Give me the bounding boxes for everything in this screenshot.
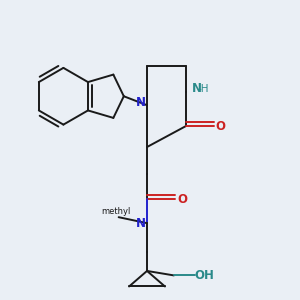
Text: N: N	[192, 82, 202, 95]
Text: methyl: methyl	[101, 207, 130, 216]
Text: O: O	[216, 120, 226, 133]
Text: OH: OH	[194, 269, 214, 282]
Text: N: N	[136, 217, 146, 230]
Text: N: N	[136, 96, 146, 109]
Text: O: O	[177, 193, 187, 206]
Text: -H: -H	[198, 84, 209, 94]
